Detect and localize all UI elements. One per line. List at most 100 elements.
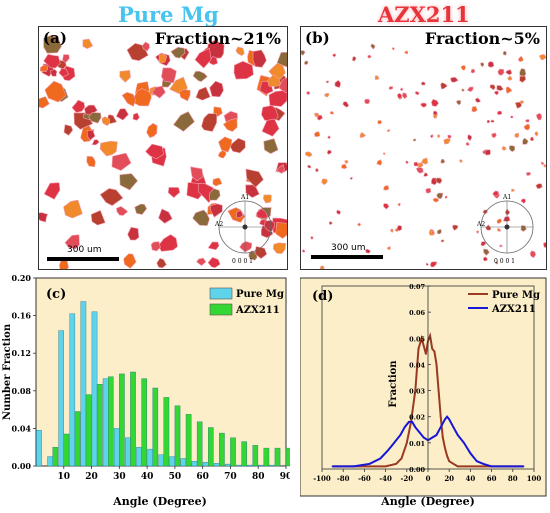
ebsd-map-azx211: (b) Fraction~5% 300 um A1 A2 0 0 0 1: [300, 26, 547, 270]
chart-c-panel-label: (c): [46, 287, 66, 302]
grain: [209, 203, 223, 218]
grain: [486, 119, 491, 124]
grain: [440, 239, 445, 243]
grain: [43, 35, 62, 54]
grain: [336, 209, 342, 215]
grain: [471, 105, 478, 113]
grain: [233, 60, 254, 80]
grain: [430, 134, 434, 139]
bar-pure-mg: [258, 464, 265, 467]
point-pure-mg: [433, 350, 436, 353]
grain: [99, 140, 118, 157]
panel-a-title: Pure Mg: [118, 2, 219, 27]
x-tick-label: -20: [400, 474, 413, 483]
grain: [209, 188, 221, 201]
panel-b-title: AZX211: [378, 2, 470, 27]
bar-pure-mg: [158, 454, 165, 467]
grain: [429, 261, 438, 268]
point-azx211: [456, 434, 459, 436]
grain: [88, 112, 102, 124]
grain: [501, 146, 507, 151]
grain: [396, 92, 403, 99]
grain: [466, 86, 474, 93]
bar-pure-mg: [124, 437, 131, 467]
point-azx211: [414, 426, 417, 429]
grain: [313, 112, 320, 118]
x-tick-label: -80: [337, 474, 350, 483]
grain: [252, 49, 267, 68]
point-azx211: [403, 426, 406, 429]
x-tick-label: -60: [358, 474, 371, 483]
bar-azx211: [230, 437, 236, 467]
grain: [64, 234, 80, 250]
grain: [444, 195, 448, 199]
grain: [524, 118, 530, 123]
legend-c-label-pure-mg: Pure Mg: [236, 289, 284, 300]
point-pure-mg: [429, 334, 431, 337]
grain: [370, 43, 376, 50]
y-tick-label: 0.03: [409, 388, 425, 396]
grain: [491, 132, 497, 139]
grain: [386, 129, 391, 133]
grain: [261, 118, 280, 137]
grain: [307, 164, 312, 169]
x-tick-label: 80: [252, 472, 265, 482]
bar-pure-mg: [191, 461, 198, 467]
bar-pure-mg: [147, 448, 153, 467]
bar-pure-mg: [213, 462, 220, 467]
grain: [99, 188, 124, 206]
grain: [397, 202, 401, 207]
y-tick-label: 0.16: [12, 311, 32, 321]
x-tick-label: 20: [85, 472, 98, 482]
grain: [150, 241, 161, 252]
grain: [517, 55, 524, 63]
grain: [207, 256, 221, 269]
grain: [529, 250, 537, 259]
bar-pure-mg: [113, 428, 120, 467]
grain: [502, 50, 507, 56]
grain: [447, 134, 452, 139]
grain: [268, 89, 287, 107]
x-tick-label: 30: [113, 472, 126, 482]
grain: [465, 141, 470, 146]
grain: [523, 123, 531, 131]
grain: [132, 112, 140, 121]
x-tick-label: -100: [313, 474, 331, 483]
grain: [505, 86, 513, 94]
grain: [321, 178, 328, 185]
grain: [431, 98, 439, 107]
bar-azx211: [196, 421, 203, 467]
grain: [170, 46, 186, 59]
chart-d-misorientation-lines: -100 -80 -60 -40 -20 0 20 40 60 80 100 0.00 0.01 0.02…: [300, 277, 547, 508]
bar-pure-mg: [247, 464, 253, 467]
grain: [467, 134, 473, 142]
grain: [173, 111, 195, 132]
grain: [535, 183, 543, 189]
point-azx211: [418, 431, 421, 434]
ipf-label-top-a: A1: [240, 194, 249, 201]
grain: [460, 65, 466, 71]
grain: [278, 77, 287, 94]
grain: [352, 56, 357, 62]
grain: [440, 82, 448, 90]
grain: [121, 91, 136, 107]
grain: [543, 163, 546, 168]
point-pure-mg: [437, 389, 440, 392]
grain: [440, 158, 446, 164]
grain: [415, 166, 424, 174]
grain: [334, 79, 341, 88]
grain: [443, 138, 451, 145]
grain: [145, 143, 165, 160]
grain: [436, 229, 442, 235]
grain: [490, 119, 495, 123]
point-pure-mg: [405, 442, 408, 444]
grain: [529, 136, 535, 142]
grain: [420, 102, 427, 108]
panel-label-a: (a): [43, 29, 67, 47]
grain: [414, 91, 420, 96]
grain: [522, 137, 529, 145]
grain-map-b: [301, 43, 546, 269]
grain: [158, 53, 168, 64]
point-pure-mg: [439, 415, 442, 418]
point-pure-mg: [464, 465, 466, 468]
